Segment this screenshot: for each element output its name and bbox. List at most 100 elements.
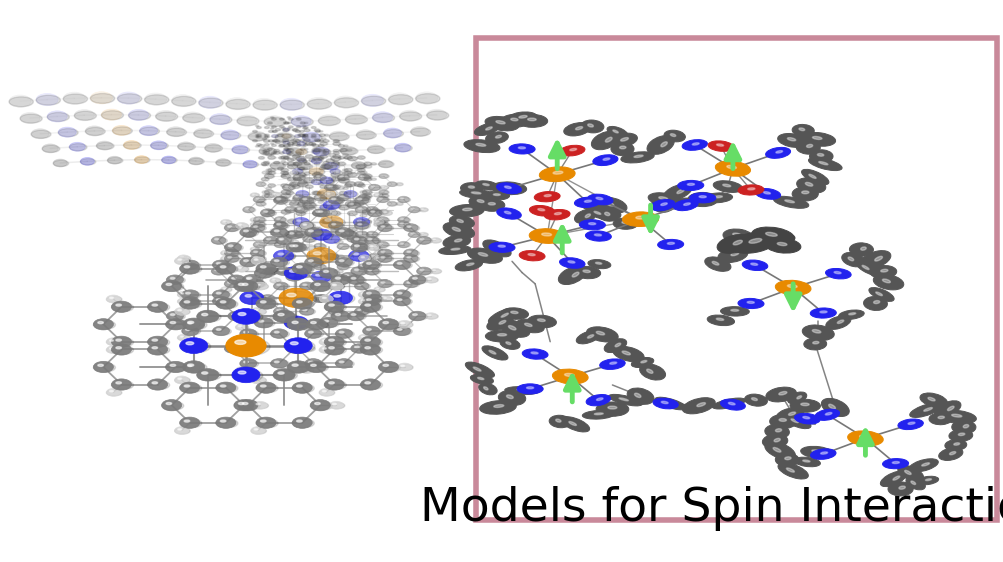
Circle shape (328, 176, 335, 180)
Ellipse shape (329, 133, 349, 140)
Circle shape (144, 93, 166, 105)
Circle shape (294, 178, 299, 180)
Ellipse shape (184, 385, 190, 387)
Ellipse shape (351, 268, 368, 275)
Ellipse shape (277, 167, 284, 170)
Ellipse shape (254, 259, 258, 260)
Ellipse shape (765, 232, 776, 236)
Ellipse shape (270, 128, 274, 129)
Ellipse shape (123, 142, 141, 149)
Circle shape (275, 128, 280, 131)
Ellipse shape (287, 293, 296, 297)
Ellipse shape (737, 185, 763, 195)
Circle shape (303, 126, 308, 129)
Ellipse shape (319, 319, 340, 328)
Circle shape (360, 214, 366, 217)
Circle shape (161, 156, 176, 164)
Ellipse shape (286, 244, 305, 252)
Circle shape (324, 184, 336, 191)
Circle shape (320, 197, 327, 201)
Ellipse shape (171, 278, 175, 279)
Circle shape (180, 382, 200, 393)
Ellipse shape (247, 278, 250, 279)
Ellipse shape (776, 242, 786, 246)
Circle shape (183, 361, 205, 373)
Ellipse shape (109, 348, 113, 349)
Ellipse shape (250, 247, 259, 251)
Circle shape (367, 209, 381, 217)
Ellipse shape (283, 139, 289, 142)
Ellipse shape (271, 144, 276, 146)
Ellipse shape (244, 331, 248, 333)
Circle shape (294, 162, 299, 165)
Circle shape (362, 174, 371, 179)
Ellipse shape (333, 149, 339, 152)
Ellipse shape (182, 261, 201, 269)
Ellipse shape (226, 99, 250, 109)
Circle shape (377, 255, 392, 262)
Circle shape (326, 158, 334, 163)
Ellipse shape (186, 292, 191, 294)
Ellipse shape (296, 126, 301, 128)
Ellipse shape (303, 224, 307, 225)
Circle shape (213, 260, 230, 270)
Ellipse shape (650, 200, 674, 211)
Circle shape (289, 182, 298, 187)
Ellipse shape (42, 145, 60, 152)
Circle shape (328, 307, 343, 315)
Circle shape (293, 174, 304, 180)
Ellipse shape (354, 223, 370, 229)
Circle shape (397, 216, 409, 223)
Ellipse shape (273, 312, 297, 322)
Ellipse shape (378, 320, 400, 329)
Ellipse shape (793, 457, 819, 467)
Ellipse shape (397, 262, 401, 264)
Circle shape (281, 174, 290, 179)
Ellipse shape (406, 282, 410, 283)
Ellipse shape (295, 130, 300, 133)
Circle shape (287, 219, 297, 224)
Circle shape (311, 271, 331, 283)
Circle shape (225, 280, 239, 288)
Ellipse shape (259, 270, 264, 273)
Ellipse shape (305, 155, 313, 158)
Circle shape (253, 98, 275, 111)
Circle shape (312, 227, 321, 232)
Ellipse shape (687, 192, 717, 207)
Circle shape (253, 282, 267, 290)
Circle shape (263, 149, 269, 152)
Circle shape (292, 141, 297, 144)
Circle shape (325, 228, 335, 234)
Circle shape (329, 401, 343, 409)
Ellipse shape (262, 150, 266, 152)
Ellipse shape (288, 123, 291, 124)
Circle shape (254, 318, 273, 328)
Ellipse shape (273, 140, 276, 142)
Ellipse shape (270, 193, 281, 197)
Circle shape (283, 148, 288, 151)
Ellipse shape (397, 197, 410, 202)
Ellipse shape (355, 220, 366, 224)
Circle shape (266, 187, 271, 189)
Circle shape (262, 164, 266, 166)
Ellipse shape (495, 121, 505, 124)
Ellipse shape (244, 314, 257, 319)
Ellipse shape (286, 232, 303, 239)
Circle shape (276, 266, 291, 275)
Ellipse shape (305, 246, 308, 247)
Circle shape (281, 209, 290, 214)
Ellipse shape (255, 146, 259, 147)
Ellipse shape (419, 208, 428, 212)
Circle shape (175, 307, 189, 315)
Circle shape (251, 376, 265, 384)
Ellipse shape (272, 315, 275, 316)
Circle shape (333, 139, 339, 142)
Ellipse shape (569, 422, 576, 425)
Circle shape (248, 132, 266, 142)
Ellipse shape (256, 202, 266, 206)
Ellipse shape (430, 269, 441, 274)
Circle shape (305, 228, 322, 237)
Ellipse shape (180, 384, 202, 393)
Ellipse shape (240, 360, 259, 368)
Ellipse shape (627, 388, 653, 405)
